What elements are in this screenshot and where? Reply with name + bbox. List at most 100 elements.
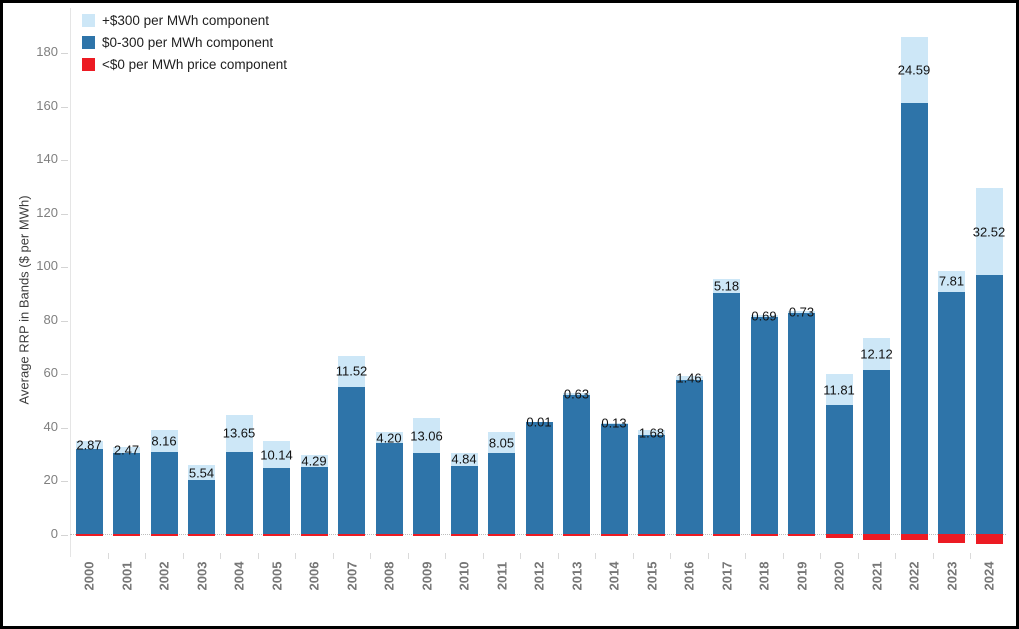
bar-value-label: 1.68 — [638, 425, 665, 441]
legend-swatch-plus300-icon — [82, 13, 95, 27]
bar-value-label: 12.12 — [860, 346, 893, 362]
bar-value-label: 0.73 — [788, 304, 815, 320]
bar-segment-below0 — [75, 534, 103, 536]
bar-segment-below0 — [150, 534, 178, 536]
x-axis-label-2018: 2018 — [756, 561, 772, 591]
bar-segment-plus300 — [563, 393, 590, 395]
y-tick-mark — [61, 106, 68, 108]
bar-value-label: 11.81 — [823, 382, 855, 398]
bar-value-label: 13.06 — [410, 428, 443, 444]
x-axis-label-2022: 2022 — [906, 561, 922, 591]
bar-segment-below0 — [975, 534, 1003, 545]
x-tick-mark — [445, 553, 447, 559]
y-tick-label: 160 — [36, 97, 58, 113]
bar-segment-below0 — [900, 534, 928, 541]
bar-segment-plus300 — [488, 431, 515, 454]
bar-segment-plus300 — [788, 311, 815, 314]
x-tick-mark — [370, 553, 372, 559]
x-tick-mark — [145, 553, 147, 559]
bar-segment-0-300 — [900, 103, 928, 534]
bar-segment-0-300 — [788, 313, 815, 534]
bar-segment-below0 — [525, 534, 553, 537]
bar-segment-plus300 — [375, 432, 403, 444]
x-tick-mark — [182, 553, 184, 559]
bar-segment-plus300 — [225, 415, 253, 452]
x-axis-label-2009: 2009 — [419, 561, 434, 591]
bar-segment-plus300 — [450, 452, 478, 466]
x-axis-label-2012: 2012 — [531, 561, 547, 591]
x-tick-mark — [595, 553, 597, 559]
bar-value-label: 8.16 — [151, 433, 177, 449]
y-tick-mark — [61, 481, 68, 483]
bar-segment-plus300 — [263, 441, 290, 469]
x-axis-label-2013: 2013 — [569, 561, 584, 591]
bar-segment-below0 — [863, 534, 890, 541]
y-tick-mark — [61, 535, 68, 536]
bar-segment-plus300 — [413, 418, 440, 454]
x-tick-mark — [820, 553, 822, 559]
x-tick-mark — [482, 553, 484, 559]
x-axis-label-2024: 2024 — [981, 561, 997, 591]
x-tick-mark — [107, 553, 109, 559]
bar-segment-below0 — [225, 534, 253, 536]
x-axis-label-2006: 2006 — [306, 561, 322, 591]
bar-value-label: 5.18 — [713, 278, 740, 294]
bar-segment-plus300 — [863, 337, 890, 371]
bar-segment-plus300 — [338, 355, 365, 387]
y-tick-mark — [61, 374, 68, 376]
bar-segment-plus300 — [938, 270, 965, 292]
bar-segment-0-300 — [713, 293, 740, 534]
bar-segment-below0 — [788, 534, 815, 537]
y-tick-label: 40 — [43, 418, 58, 434]
x-tick-mark — [295, 553, 297, 559]
y-axis-line — [70, 8, 71, 557]
x-axis-label-2002: 2002 — [156, 561, 172, 591]
bar-value-label: 13.65 — [222, 425, 256, 441]
bar-segment-0-300 — [975, 275, 1003, 534]
bar-segment-below0 — [675, 534, 703, 537]
bar-value-label: 11.52 — [335, 363, 368, 379]
bar-segment-0-300 — [300, 466, 328, 534]
bar-value-label: 0.69 — [751, 308, 777, 324]
bar-segment-below0 — [413, 534, 440, 536]
bar-segment-0-300 — [488, 453, 515, 534]
y-tick-mark — [61, 267, 68, 269]
bar-segment-0-300 — [225, 451, 253, 534]
bar-segment-0-300 — [450, 465, 478, 534]
y-tick-label: 80 — [43, 311, 58, 327]
bar-segment-below0 — [825, 534, 853, 539]
legend-item-0-300: $0-300 per MWh component — [82, 31, 287, 53]
bar-segment-below0 — [113, 534, 140, 536]
bar-segment-below0 — [638, 534, 665, 537]
x-axis-label-2017: 2017 — [719, 561, 734, 591]
bar-segment-0-300 — [863, 370, 890, 534]
bar-segment-plus300 — [188, 465, 215, 481]
x-tick-mark — [895, 553, 897, 559]
legend-item-below0: <$0 per MWh price component — [82, 53, 287, 75]
x-tick-mark — [407, 553, 409, 559]
bar-segment-0-300 — [938, 291, 965, 534]
bar-segment-0-300 — [825, 405, 853, 534]
bar-value-label: 2.47 — [113, 442, 140, 458]
bar-value-label: 7.81 — [938, 273, 965, 289]
bar-segment-0-300 — [525, 421, 553, 534]
legend-label-0-300: $0-300 per MWh component — [102, 34, 274, 50]
x-axis-label-2003: 2003 — [194, 561, 209, 591]
legend: +$300 per MWh component $0-300 per MWh c… — [82, 9, 287, 75]
y-tick-mark — [61, 427, 68, 429]
bar-segment-0-300 — [75, 449, 103, 534]
bar-segment-0-300 — [150, 451, 178, 534]
bar-segment-0-300 — [638, 434, 665, 534]
legend-label-plus300: +$300 per MWh component — [102, 12, 269, 28]
x-tick-mark — [332, 553, 334, 559]
bar-segment-0-300 — [375, 443, 403, 534]
y-tick-label: 0 — [50, 526, 58, 541]
bar-segment-plus300 — [713, 279, 740, 294]
y-tick-label: 140 — [36, 151, 58, 167]
bar-value-label: 10.14 — [260, 447, 293, 463]
x-axis-label-2007: 2007 — [344, 561, 359, 591]
x-tick-mark — [632, 553, 634, 559]
x-axis-label-2019: 2019 — [794, 561, 809, 591]
